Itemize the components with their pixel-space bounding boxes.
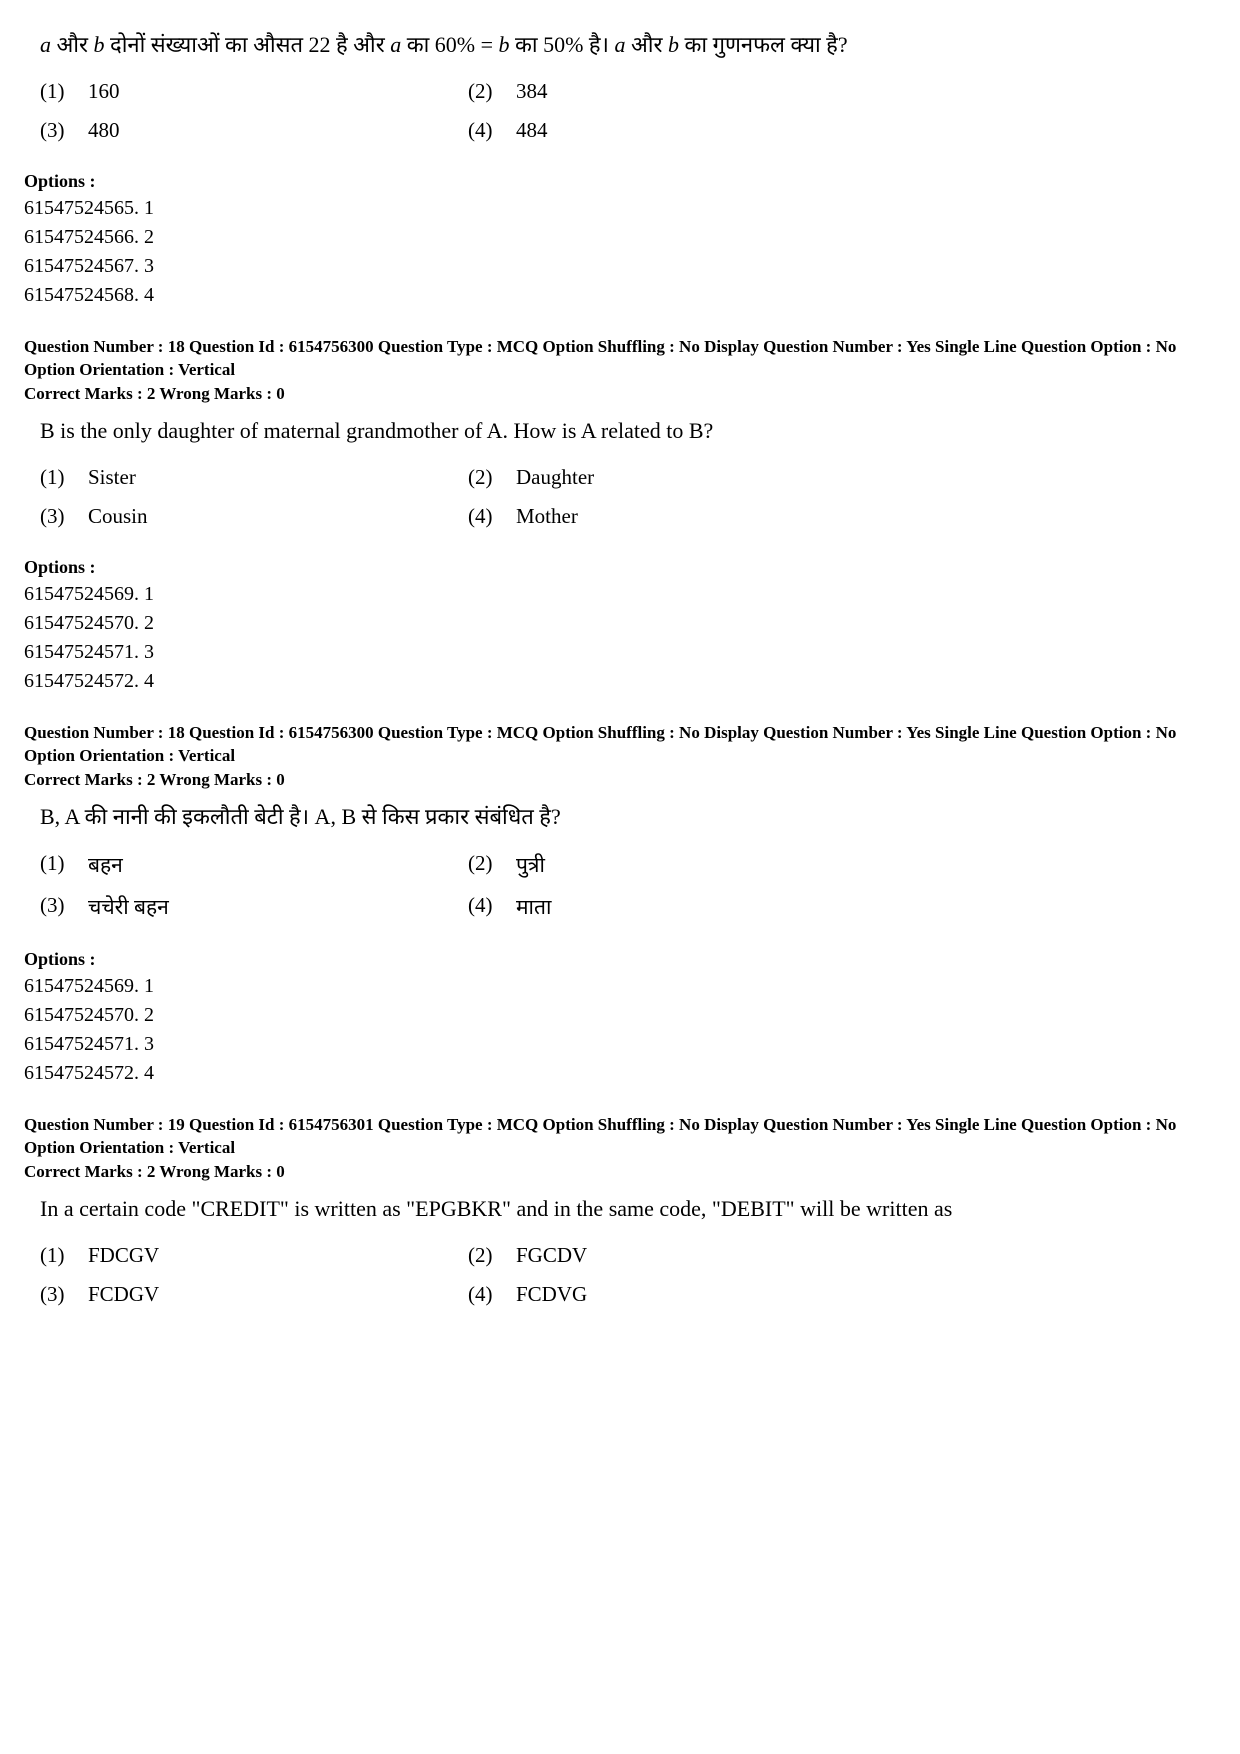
choice-1-val: बहन	[88, 851, 468, 879]
choice-4-val: माता	[516, 893, 896, 921]
option-row: 61547524570. 2	[24, 1001, 1216, 1030]
option-row: 61547524572. 4	[24, 667, 1216, 696]
choice-3-num: (3)	[40, 1282, 88, 1307]
question-marks: Correct Marks : 2 Wrong Marks : 0	[24, 770, 1216, 790]
choice-1-val: FDCGV	[88, 1243, 468, 1268]
choice-1-num: (1)	[40, 465, 88, 490]
option-row: 61547524572. 4	[24, 1059, 1216, 1088]
choice-4-num: (4)	[468, 118, 516, 143]
answer-choices: (1) बहन (2) पुत्री (3) चचेरी बहन (4) मात…	[40, 851, 1216, 921]
option-row: 61547524565. 1	[24, 194, 1216, 223]
question-text: B is the only daughter of maternal grand…	[40, 414, 1216, 447]
options-list: 61547524569. 1 61547524570. 2 6154752457…	[24, 580, 1216, 696]
choice-4-val: Mother	[516, 504, 896, 529]
choice-2-val: FGCDV	[516, 1243, 896, 1268]
option-row: 61547524571. 3	[24, 638, 1216, 667]
choice-2-val: Daughter	[516, 465, 896, 490]
option-row: 61547524568. 4	[24, 281, 1216, 310]
choice-4-val: FCDVG	[516, 1282, 896, 1307]
question-meta: Question Number : 18 Question Id : 61547…	[24, 722, 1216, 768]
choice-2-val: पुत्री	[516, 851, 896, 879]
choice-2-num: (2)	[468, 1243, 516, 1268]
question-19-english: Question Number : 19 Question Id : 61547…	[24, 1114, 1216, 1307]
choice-3-val: चचेरी बहन	[88, 893, 468, 921]
question-text: In a certain code "CREDIT" is written as…	[40, 1192, 1216, 1225]
answer-choices: (1) FDCGV (2) FGCDV (3) FCDGV (4) FCDVG	[40, 1243, 1216, 1307]
choice-1-num: (1)	[40, 851, 88, 879]
options-label: Options :	[24, 557, 1216, 578]
question-18-hindi: Question Number : 18 Question Id : 61547…	[24, 722, 1216, 1088]
question-marks: Correct Marks : 2 Wrong Marks : 0	[24, 1162, 1216, 1182]
option-row: 61547524566. 2	[24, 223, 1216, 252]
choice-3-val: FCDGV	[88, 1282, 468, 1307]
question-17-hindi: a और b दोनों संख्याओं का औसत 22 है और a …	[24, 28, 1216, 310]
choice-2-num: (2)	[468, 851, 516, 879]
question-meta: Question Number : 18 Question Id : 61547…	[24, 336, 1216, 382]
answer-choices: (1) Sister (2) Daughter (3) Cousin (4) M…	[40, 465, 1216, 529]
option-row: 61547524569. 1	[24, 972, 1216, 1001]
choice-2-num: (2)	[468, 465, 516, 490]
question-18-english: Question Number : 18 Question Id : 61547…	[24, 336, 1216, 696]
question-meta: Question Number : 19 Question Id : 61547…	[24, 1114, 1216, 1160]
option-row: 61547524569. 1	[24, 580, 1216, 609]
choice-2-num: (2)	[468, 79, 516, 104]
choice-4-num: (4)	[468, 893, 516, 921]
choice-3-num: (3)	[40, 118, 88, 143]
choice-2-val: 384	[516, 79, 896, 104]
options-label: Options :	[24, 949, 1216, 970]
answer-choices: (1) 160 (2) 384 (3) 480 (4) 484	[40, 79, 1216, 143]
var-a: a	[40, 32, 51, 57]
question-marks: Correct Marks : 2 Wrong Marks : 0	[24, 384, 1216, 404]
choice-4-num: (4)	[468, 504, 516, 529]
question-text: a और b दोनों संख्याओं का औसत 22 है और a …	[40, 28, 1216, 61]
question-text: B, A की नानी की इकलौती बेटी है। A, B से …	[40, 800, 1216, 833]
choice-3-num: (3)	[40, 504, 88, 529]
option-row: 61547524567. 3	[24, 252, 1216, 281]
var-b: b	[94, 32, 105, 57]
choice-4-num: (4)	[468, 1282, 516, 1307]
options-list: 61547524569. 1 61547524570. 2 6154752457…	[24, 972, 1216, 1088]
choice-3-num: (3)	[40, 893, 88, 921]
options-label: Options :	[24, 171, 1216, 192]
option-row: 61547524570. 2	[24, 609, 1216, 638]
choice-3-val: 480	[88, 118, 468, 143]
options-list: 61547524565. 1 61547524566. 2 6154752456…	[24, 194, 1216, 310]
choice-1-num: (1)	[40, 1243, 88, 1268]
choice-1-val: Sister	[88, 465, 468, 490]
option-row: 61547524571. 3	[24, 1030, 1216, 1059]
choice-1-val: 160	[88, 79, 468, 104]
choice-4-val: 484	[516, 118, 896, 143]
choice-3-val: Cousin	[88, 504, 468, 529]
choice-1-num: (1)	[40, 79, 88, 104]
